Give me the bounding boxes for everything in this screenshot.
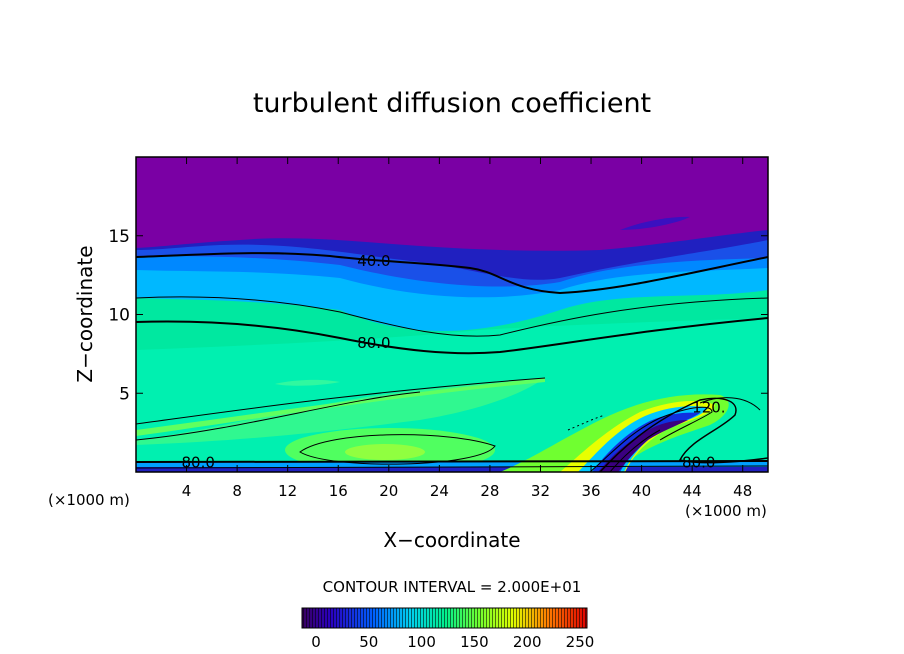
x-tick-label: 20 <box>379 482 398 500</box>
x-axis-label: X−coordinate <box>383 528 520 552</box>
x-tick-label: 12 <box>278 482 297 500</box>
x-tick-label: 36 <box>581 482 600 500</box>
contour-label: 80.0 <box>357 334 390 352</box>
colorbar-tick-label: 150 <box>460 633 489 651</box>
colorbar-tick-label: 250 <box>566 633 595 651</box>
x-tick-label: 28 <box>480 482 499 500</box>
x-tick-label: 40 <box>632 482 651 500</box>
contour-label: 120. <box>692 398 725 416</box>
y-axis-label: Z−coordinate <box>73 245 97 382</box>
colorbar-tick-label: 200 <box>513 633 542 651</box>
x-tick-label: 4 <box>182 482 192 500</box>
x-tick-label: 24 <box>430 482 449 500</box>
colorbar <box>301 607 588 629</box>
chart-title: turbulent diffusion coefficient <box>253 88 651 119</box>
x-unit-left: (×1000 m) <box>48 491 130 509</box>
colorbar-tick-label: 100 <box>407 633 436 651</box>
contour-labels: 40.0 80.0 80.0 80.0 120. <box>182 252 726 472</box>
colorbar-tick-label: 50 <box>359 633 378 651</box>
x-unit-right: (×1000 m) <box>685 502 767 520</box>
y-axis-ticks: 5 10 15 <box>108 227 768 404</box>
y-tick-label: 10 <box>108 306 130 326</box>
contour-label: 40.0 <box>357 252 390 270</box>
y-tick-label: 5 <box>119 384 130 404</box>
colorbar-tick-label: 0 <box>311 633 321 651</box>
x-tick-label: 44 <box>683 482 702 500</box>
x-tick-label: 8 <box>232 482 242 500</box>
x-tick-label: 16 <box>329 482 348 500</box>
contour-field <box>136 157 768 472</box>
contour-label: 80.0 <box>182 454 215 472</box>
contour-lines <box>136 252 768 472</box>
contour-label: 80.0 <box>682 454 715 472</box>
y-tick-label: 15 <box>108 227 130 247</box>
x-tick-label: 32 <box>531 482 550 500</box>
x-axis-ticks: 4 8 12 16 20 24 28 32 36 40 44 48 <box>182 157 752 500</box>
x-tick-label: 48 <box>733 482 752 500</box>
colorbar-ticks: 0 50 100 150 200 250 <box>311 633 594 651</box>
contour-interval-text: CONTOUR INTERVAL = 2.000E+01 <box>323 578 582 596</box>
